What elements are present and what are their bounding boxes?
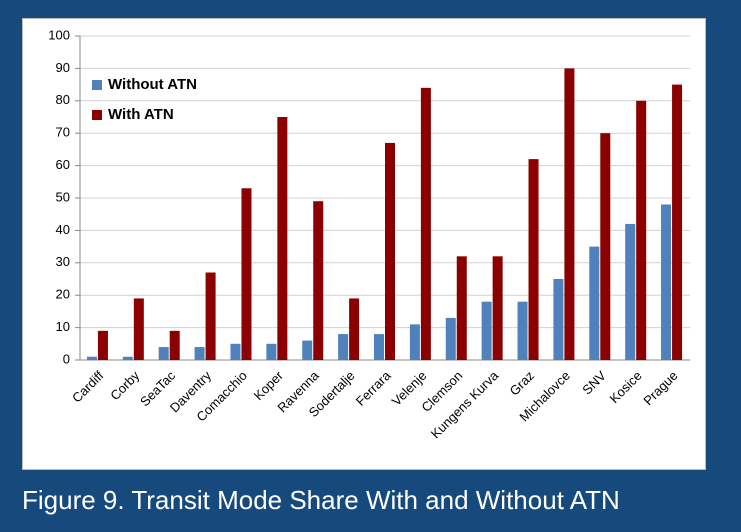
bar bbox=[338, 334, 349, 360]
y-tick-label: 40 bbox=[56, 222, 70, 237]
x-tick-label: SNV bbox=[579, 368, 609, 398]
x-tick-label: Ferrara bbox=[353, 367, 394, 408]
bar bbox=[661, 204, 672, 360]
bar bbox=[385, 142, 395, 360]
bar bbox=[266, 343, 277, 360]
bar bbox=[169, 330, 180, 360]
x-tick-label: Cardiff bbox=[69, 368, 107, 406]
bar bbox=[636, 100, 647, 361]
y-tick-label: 30 bbox=[56, 254, 70, 269]
bar bbox=[313, 201, 324, 360]
bar bbox=[349, 298, 360, 360]
y-tick-label: 60 bbox=[56, 157, 70, 172]
bar bbox=[456, 256, 467, 360]
legend-label: Without ATN bbox=[108, 76, 197, 93]
bar bbox=[409, 324, 420, 360]
y-tick-label: 0 bbox=[63, 351, 70, 366]
bar bbox=[86, 356, 97, 360]
y-tick-label: 100 bbox=[48, 27, 70, 42]
bar bbox=[672, 84, 683, 360]
bar bbox=[492, 256, 503, 360]
bar bbox=[517, 301, 528, 360]
bar bbox=[481, 301, 492, 360]
bar bbox=[445, 317, 456, 360]
legend-swatch bbox=[92, 80, 102, 90]
caption: Figure 9. Transit Mode Share With and Wi… bbox=[22, 485, 620, 515]
legend-label: With ATN bbox=[108, 106, 174, 123]
bar bbox=[553, 279, 564, 360]
bar bbox=[133, 298, 144, 360]
bar bbox=[600, 133, 611, 360]
bar bbox=[241, 188, 252, 360]
bar bbox=[528, 159, 539, 360]
y-tick-label: 70 bbox=[56, 125, 70, 140]
bar bbox=[230, 343, 241, 360]
bar bbox=[302, 340, 313, 360]
bar bbox=[194, 347, 205, 360]
bar bbox=[205, 272, 216, 360]
bar bbox=[625, 223, 636, 360]
chart-panel bbox=[22, 18, 706, 470]
y-tick-label: 20 bbox=[56, 287, 70, 302]
bar bbox=[374, 334, 384, 360]
y-tick-label: 50 bbox=[56, 189, 70, 204]
x-tick-label: Kosice bbox=[607, 368, 645, 406]
bar bbox=[97, 330, 108, 360]
y-tick-label: 90 bbox=[56, 60, 70, 75]
bar bbox=[420, 87, 431, 360]
y-tick-label: 10 bbox=[56, 319, 70, 334]
x-tick-label: Prague bbox=[640, 368, 680, 408]
y-tick-label: 80 bbox=[56, 92, 70, 107]
bar bbox=[158, 347, 169, 360]
bar bbox=[277, 117, 288, 360]
legend-swatch bbox=[92, 110, 102, 120]
x-tick-label: Graz bbox=[507, 368, 538, 399]
bar bbox=[589, 246, 600, 360]
bar bbox=[122, 356, 133, 360]
bar bbox=[564, 68, 575, 361]
